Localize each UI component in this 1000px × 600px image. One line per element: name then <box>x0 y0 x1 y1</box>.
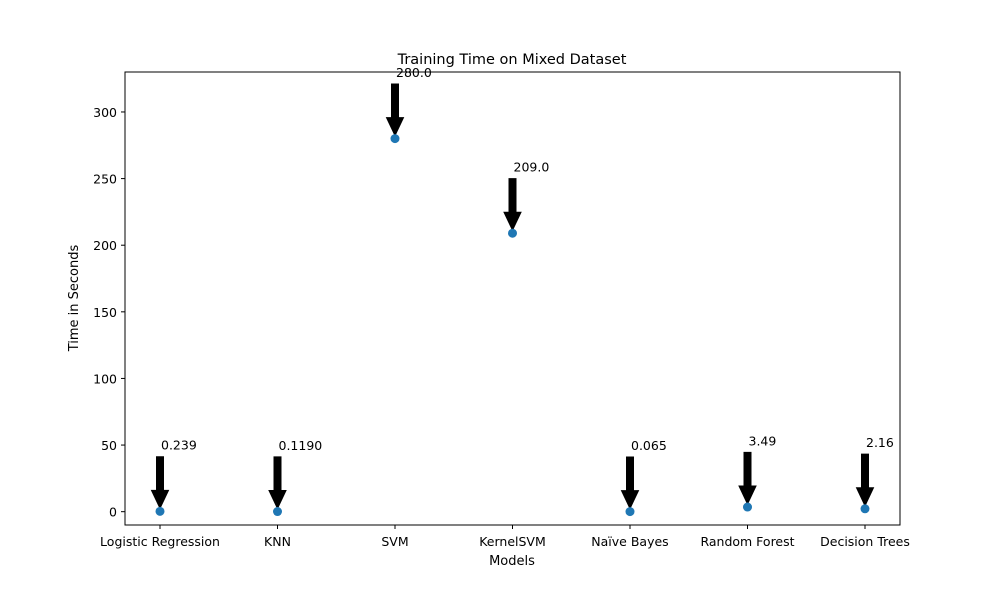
x-tick-label: Naïve Bayes <box>591 534 668 549</box>
y-axis: 0 50 100 150 200 250 300 <box>93 105 125 520</box>
x-axis-label: Models <box>489 554 535 569</box>
y-axis-label: Time in Seconds <box>67 245 82 353</box>
data-label: 209.0 <box>514 160 550 175</box>
annotation-arrow <box>385 83 405 137</box>
y-tick-label: 100 <box>93 371 117 386</box>
data-label: 0.239 <box>161 438 197 453</box>
data-label: 3.49 <box>749 433 777 448</box>
plot-frame <box>124 71 901 526</box>
data-point <box>625 507 635 517</box>
annotation-arrow <box>855 453 875 507</box>
x-tick-label: Random Forest <box>700 534 794 549</box>
data-point <box>390 134 400 144</box>
x-tick-label: KernelSVM <box>479 534 546 549</box>
x-tick-label: Decision Trees <box>820 534 910 549</box>
annotation-arrow <box>620 456 640 510</box>
data-point <box>508 228 517 238</box>
data-point <box>155 506 165 516</box>
annotation-arrow <box>503 178 522 232</box>
y-tick-label: 200 <box>93 238 117 253</box>
y-tick-label: 50 <box>101 438 117 453</box>
chart-title: Training Time on Mixed Dataset <box>397 52 627 68</box>
y-tick-label: 300 <box>93 105 117 120</box>
data-label: 0.1190 <box>279 438 323 453</box>
x-tick-label: KNN <box>264 534 291 549</box>
y-tick-label: 0 <box>109 505 117 520</box>
data-point <box>860 504 870 514</box>
data-point <box>273 507 282 517</box>
x-tick-label: Logistic Regression <box>100 534 220 549</box>
x-tick-label: SVM <box>381 534 408 549</box>
x-axis: Logistic Regression KNN SVM KernelSVM Naïve … <box>100 525 910 549</box>
data-label: 0.065 <box>631 438 667 453</box>
y-tick-label: 250 <box>93 172 117 187</box>
y-tick-label: 150 <box>93 305 117 320</box>
data-label: 2.16 <box>866 435 894 450</box>
annotation-arrow <box>738 451 757 506</box>
data-point <box>743 502 752 512</box>
annotation-arrow <box>268 456 287 510</box>
annotation-arrow <box>150 456 170 510</box>
